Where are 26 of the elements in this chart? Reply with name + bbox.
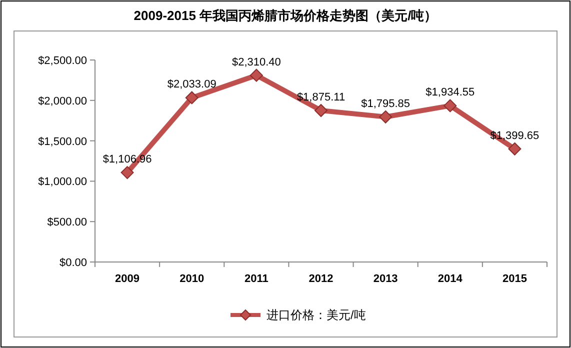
data-label: $1,934.55 — [426, 86, 475, 99]
point — [120, 166, 134, 180]
point — [314, 104, 328, 117]
y-tick-label: $1,000.00 — [38, 176, 87, 188]
point — [508, 142, 522, 156]
y-tick-label: $0.00 — [59, 257, 87, 269]
x-tick-label: 2013 — [373, 273, 398, 285]
y-tick-label: $500.00 — [47, 216, 87, 229]
y-tick-label: $2,000.00 — [38, 95, 87, 108]
point — [379, 110, 392, 124]
y-tick-label: $2,500.00 — [38, 55, 87, 67]
chart-title: 2009-2015 年我国丙烯腈市场价格走势图（美元/吨） — [134, 8, 438, 23]
y-tick-label: $1,500.00 — [38, 136, 87, 148]
x-tick-label: 2014 — [438, 273, 464, 285]
legend-label: 进口价格：美元/吨 — [266, 308, 366, 322]
x-tick-label: 2010 — [180, 273, 204, 285]
x-tick-label: 2009 — [115, 273, 140, 285]
x-tick-label: 2011 — [244, 273, 268, 285]
data-label: $2,310.40 — [232, 56, 281, 68]
x-tick-label: 2012 — [308, 273, 334, 285]
point — [185, 91, 198, 104]
data-label: $2,033.09 — [167, 78, 216, 91]
x-tick-label: 2015 — [502, 273, 527, 285]
data-label: $1,795.85 — [361, 98, 410, 110]
point — [444, 99, 457, 112]
point — [250, 68, 263, 82]
